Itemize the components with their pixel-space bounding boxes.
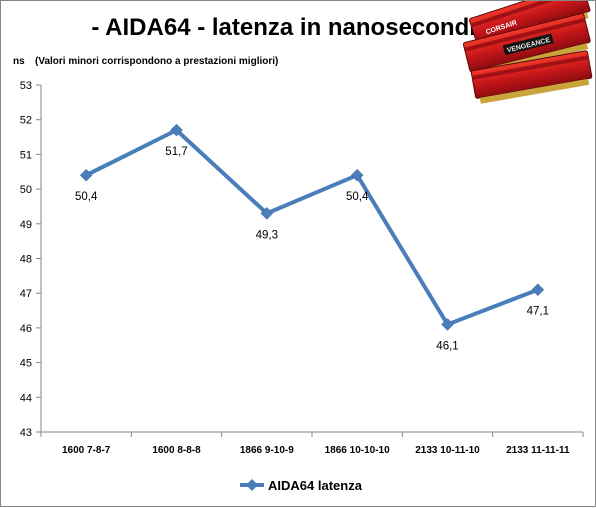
x-category-label: 1866 10-10-10 xyxy=(325,445,390,456)
data-label: 47,1 xyxy=(527,306,549,318)
legend-label: AIDA64 latenza xyxy=(268,478,363,493)
y-tick-label: 50 xyxy=(20,184,32,196)
data-point-marker xyxy=(531,283,545,297)
y-tick-label: 49 xyxy=(20,219,32,231)
x-category-label: 1600 7-8-7 xyxy=(62,445,111,456)
data-point-marker xyxy=(170,123,183,137)
corsair-vengeance-ram-icon: CORSAIR VENGEANCE xyxy=(462,1,593,104)
data-point-marker xyxy=(79,168,93,182)
x-category-label: 2133 10-11-10 xyxy=(415,445,480,456)
y-tick-label: 47 xyxy=(20,288,32,300)
x-category-label: 1866 9-10-9 xyxy=(240,445,294,456)
data-point-marker xyxy=(260,207,274,220)
y-tick-label: 45 xyxy=(20,358,32,370)
y-tick-label: 43 xyxy=(20,427,32,439)
chart-subtitle: (Valori minori corrispondono a prestazio… xyxy=(35,56,278,67)
legend-marker xyxy=(246,479,258,491)
x-category-label: 2133 11-11-11 xyxy=(506,445,570,456)
data-point-marker xyxy=(441,318,454,331)
y-tick-label: 48 xyxy=(20,254,32,266)
y-tick-label: 51 xyxy=(20,149,32,161)
data-label: 49,3 xyxy=(256,229,278,241)
chart-title: - AIDA64 - latenza in nanosecondi - xyxy=(91,14,490,41)
data-label: 50,4 xyxy=(346,191,369,203)
y-tick-label: 53 xyxy=(20,80,32,92)
data-label: 46,1 xyxy=(436,340,458,352)
data-label: 50,4 xyxy=(75,191,98,203)
y-tick-label: 44 xyxy=(20,392,32,404)
y-tick-label: 52 xyxy=(20,115,32,127)
y-tick-label: 46 xyxy=(20,323,32,335)
data-point-marker xyxy=(350,168,364,182)
data-label: 51,7 xyxy=(165,146,187,158)
y-axis-unit: ns xyxy=(13,56,25,67)
series-line-aida64-latenza xyxy=(85,128,539,327)
legend: AIDA64 latenza xyxy=(240,478,363,493)
x-category-label: 1600 8-8-8 xyxy=(152,445,201,456)
